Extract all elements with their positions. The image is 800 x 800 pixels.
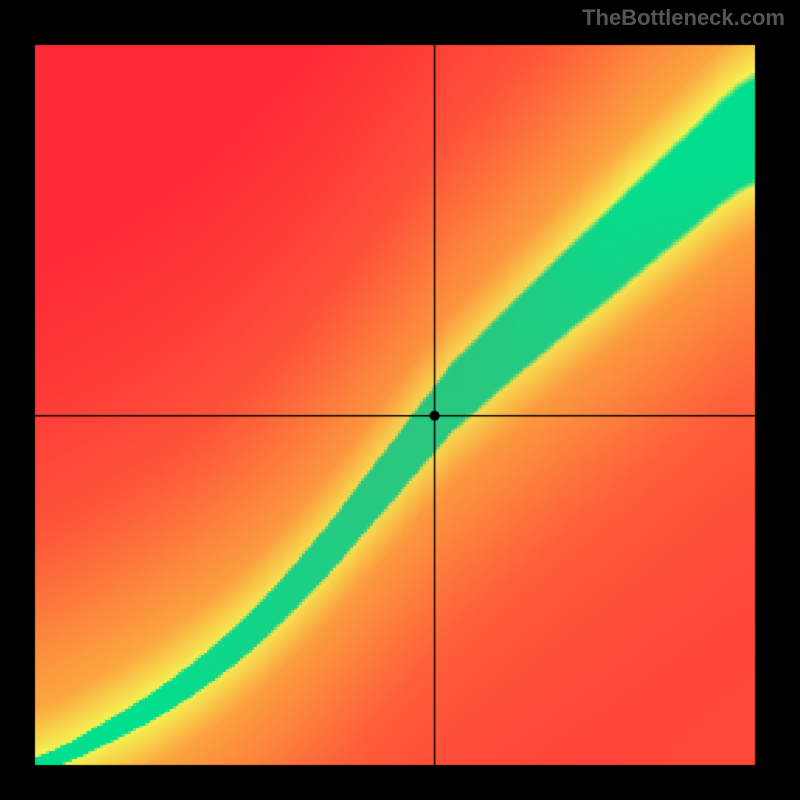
bottleneck-heatmap (0, 0, 800, 800)
chart-container: TheBottleneck.com (0, 0, 800, 800)
watermark-text: TheBottleneck.com (582, 5, 785, 31)
